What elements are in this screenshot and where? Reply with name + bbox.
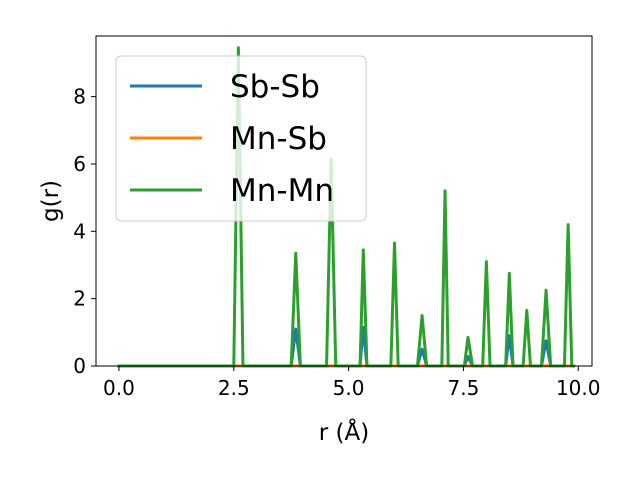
x-axis-ticks: 0.0 2.5 5.0 7.5 10.0 [103,366,600,400]
y-axis-label: g(r) [38,180,64,222]
x-axis-label: r (Å) [319,418,369,446]
y-tick-label: 0 [73,354,86,378]
x-tick-label: 5.0 [333,376,365,400]
y-tick-label: 2 [73,287,86,311]
y-axis-ticks: 0 2 4 6 8 [73,85,96,378]
legend-label-mn-sb: Mn-Sb [230,121,327,157]
x-tick-label: 2.5 [218,376,250,400]
y-tick-label: 8 [73,85,86,109]
legend-box [115,55,367,222]
y-tick-label: 6 [73,152,86,176]
legend-label-mn-mn: Mn-Mn [230,173,334,209]
y-tick-label: 4 [73,219,86,243]
x-tick-label: 7.5 [448,376,480,400]
plot-frame [95,35,593,367]
x-tick-label: 0.0 [103,376,135,400]
legend-label-sb-sb: Sb-Sb [230,69,320,105]
legend: Sb-Sb Mn-Sb Mn-Mn [115,55,367,222]
x-tick-label: 10.0 [556,376,601,400]
